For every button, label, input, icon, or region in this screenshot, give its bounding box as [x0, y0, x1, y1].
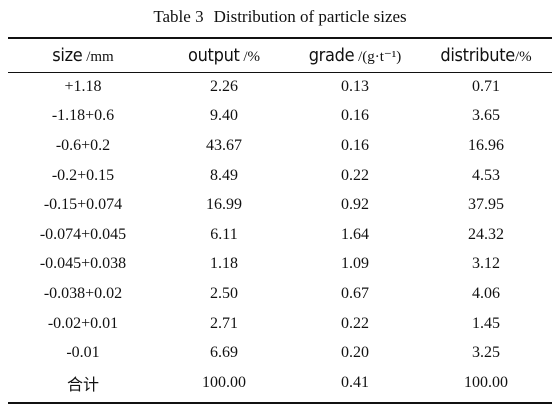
cell-size: -1.18+0.6 [51, 107, 115, 125]
cell-size: -0.02+0.01 [47, 314, 119, 332]
table-row: -0.038+0.02 2.50 0.67 4.06 [8, 279, 552, 309]
column-header-grade: grade /(g·t⁻¹) [308, 45, 402, 66]
cell-distribute: 0.71 [472, 77, 500, 95]
table-caption: Table 3 Distribution of particle sizes [0, 6, 560, 28]
table-row: -0.02+0.01 2.71 0.22 1.45 [8, 309, 552, 339]
cell-output: 2.50 [210, 284, 238, 302]
cell-size: -0.074+0.045 [39, 225, 127, 243]
header-rule [8, 72, 552, 73]
column-header-distribute: distribute/% [440, 45, 532, 66]
cell-output: 8.49 [210, 166, 238, 184]
table-row: -0.01 6.69 0.20 3.25 [8, 338, 552, 368]
cell-size: -0.15+0.074 [43, 196, 123, 214]
cell-grade: 0.92 [341, 196, 369, 214]
cell-distribute: 3.12 [472, 255, 500, 273]
cell-grade: 0.67 [341, 284, 369, 302]
table-body: +1.18 2.26 0.13 0.71 -1.18+0.6 9.40 0.16 3.65 -0… [8, 72, 552, 398]
cell-distribute: 3.65 [472, 107, 500, 125]
table-row: +1.18 2.26 0.13 0.71 [8, 72, 552, 102]
cell-distribute: 1.45 [472, 314, 500, 332]
cell-grade: 0.20 [341, 344, 369, 362]
cell-size: -0.6+0.2 [55, 136, 111, 154]
cell-output: 43.67 [206, 136, 242, 154]
table-row: -0.2+0.15 8.49 0.22 4.53 [8, 161, 552, 191]
total-row: 合计 100.00 0.41 100.00 [8, 368, 552, 398]
bottom-rule [8, 402, 552, 404]
table-row: -0.15+0.074 16.99 0.92 37.95 [8, 190, 552, 220]
cell-output: 2.71 [210, 314, 238, 332]
cell-distribute: 4.06 [472, 284, 500, 302]
cell-grade: 0.22 [341, 166, 369, 184]
top-rule [8, 37, 552, 39]
cell-grade: 0.16 [341, 136, 369, 154]
table-row: -0.045+0.038 1.18 1.09 3.12 [8, 250, 552, 280]
cell-grade: 0.22 [341, 314, 369, 332]
table-title: Distribution of particle sizes [213, 7, 407, 26]
cell-size: -0.2+0.15 [51, 166, 115, 184]
cell-size: +1.18 [64, 77, 102, 95]
cell-grade: 0.41 [341, 373, 369, 391]
cell-output: 6.11 [210, 225, 238, 243]
header-row: size /mm output /% grade /(g·t⁻¹) distri… [8, 39, 552, 72]
column-header-size: size /mm [52, 45, 114, 66]
cell-size: -0.01 [66, 344, 100, 362]
cell-distribute: 24.32 [468, 225, 504, 243]
table-row: -0.074+0.045 6.11 1.64 24.32 [8, 220, 552, 250]
cell-distribute: 16.96 [468, 136, 504, 154]
cell-output: 9.40 [210, 107, 238, 125]
cell-output: 2.26 [210, 77, 238, 95]
cell-size: -0.045+0.038 [39, 255, 127, 273]
cell-size: -0.038+0.02 [43, 284, 123, 302]
table-row: -0.6+0.2 43.67 0.16 16.96 [8, 131, 552, 161]
column-header-output: output /% [187, 45, 261, 66]
table-number: Table 3 [153, 7, 204, 26]
cell-grade: 1.64 [341, 225, 369, 243]
cell-output: 100.00 [202, 373, 246, 391]
cell-output: 1.18 [210, 255, 238, 273]
cell-output: 6.69 [210, 344, 238, 362]
particle-size-table: size /mm output /% grade /(g·t⁻¹) distri… [8, 39, 552, 398]
cell-grade: 1.09 [341, 255, 369, 273]
cell-distribute: 3.25 [472, 344, 500, 362]
cell-distribute: 100.00 [464, 373, 508, 391]
cell-grade: 0.13 [341, 77, 369, 95]
cell-size: 合计 [66, 376, 99, 394]
cell-grade: 0.16 [341, 107, 369, 125]
cell-distribute: 37.95 [468, 196, 504, 214]
cell-distribute: 4.53 [472, 166, 500, 184]
cell-output: 16.99 [206, 196, 242, 214]
table-row: -1.18+0.6 9.40 0.16 3.65 [8, 102, 552, 132]
